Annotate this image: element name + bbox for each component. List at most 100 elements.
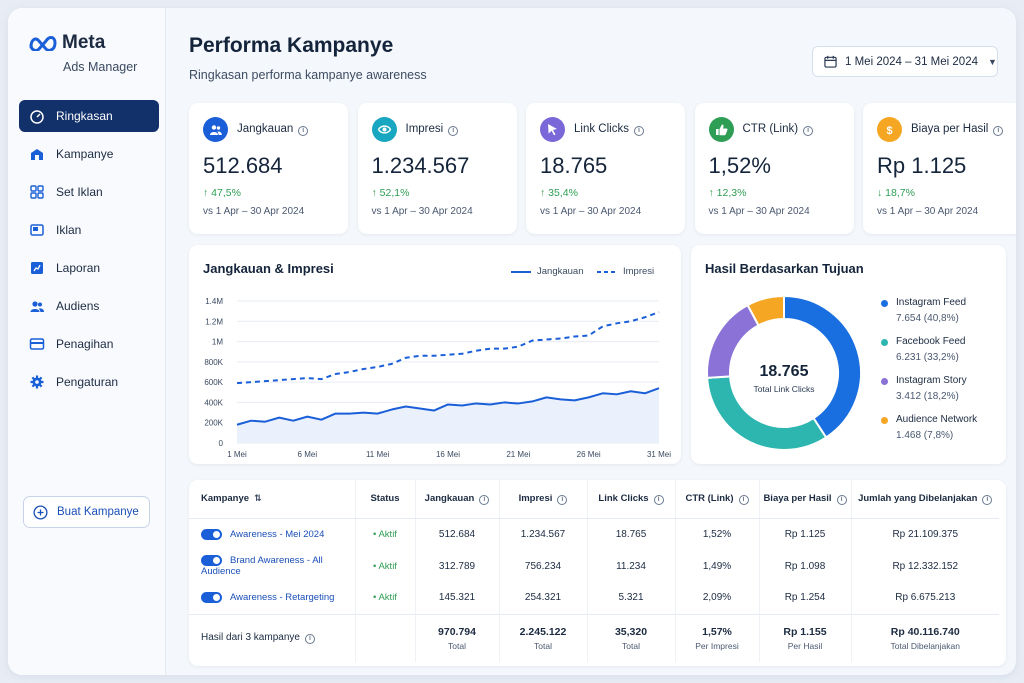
sidebar-item-audiens[interactable]: Audiens: [19, 290, 159, 322]
table-row[interactable]: Awareness - Retargeting • Aktif 145.321 254…: [189, 582, 999, 614]
info-icon[interactable]: i: [653, 494, 664, 505]
line-chart-card: Jangkauan & Impresi Jangkauan Impresi 0 2…: [189, 245, 681, 464]
sidebar-item-pengaturan[interactable]: Pengaturan: [19, 366, 159, 398]
cell-campaign: Awareness - Retargeting: [189, 582, 356, 614]
info-icon[interactable]: i: [982, 494, 993, 505]
header-clicks-label: Link Clicks: [598, 492, 649, 504]
kpi-icon-badge: [708, 117, 734, 142]
legend-value: 3.412 (18,2%): [896, 391, 959, 402]
date-range-picker[interactable]: 1 Mei 2024 – 31 Mei 2024 ▼: [812, 46, 998, 77]
header-impressions[interactable]: Impresi i: [499, 480, 588, 519]
sidebar-item-ringkasan[interactable]: Ringkasan: [19, 100, 159, 132]
total-sublabel: Total Dibelanjakan: [890, 640, 960, 651]
header-cpr[interactable]: Biaya per Hasil i: [759, 480, 852, 519]
campaign-table-card: Kampanye ⇅ Status Jangkauan i Impresi i Lin…: [189, 480, 1006, 666]
info-icon[interactable]: i: [298, 126, 309, 136]
total-value: 35,320: [614, 625, 648, 638]
sidebar-item-label: Pengaturan: [56, 375, 119, 389]
y-tick-label: 200K: [204, 419, 223, 428]
calendar-icon: [824, 55, 837, 68]
info-icon[interactable]: i: [479, 494, 490, 505]
info-icon[interactable]: i: [304, 634, 315, 645]
header-clicks[interactable]: Link Clicks i: [587, 480, 676, 519]
main-nav: Ringkasan Kampanye Set Iklan Iklan Laporan Au…: [19, 100, 159, 404]
y-tick-label: 800K: [204, 358, 223, 367]
app-window: Meta Ads Manager Ringkasan Kampanye Set Ik…: [8, 8, 1016, 675]
sidebar-item-label: Audiens: [56, 299, 100, 313]
sort-icon[interactable]: ⇅: [254, 493, 262, 504]
kpi-icon-badge: [203, 117, 228, 142]
donut-slice-audience-network[interactable]: [746, 294, 785, 327]
info-icon[interactable]: i: [448, 126, 459, 136]
info-icon[interactable]: i: [993, 126, 1004, 136]
legend-reach[interactable]: Jangkauan: [511, 266, 583, 277]
sidebar-item-label: Kampanye: [56, 147, 114, 161]
sidebar-item-kampanye[interactable]: Kampanye: [19, 138, 159, 170]
kpi-icon-badge: [371, 117, 397, 142]
campaign-toggle[interactable]: [201, 554, 222, 566]
kpi-card-link-clicks[interactable]: Link Clicks i 18.765 ↑ 35,4% vs 1 Apr – 30 A…: [526, 103, 685, 234]
kpi-card-ctr-link[interactable]: CTR (Link) i 1,52% ↑ 12,3% vs 1 Apr – 30 Apr…: [694, 103, 854, 234]
kpi-card-jangkauan[interactable]: Jangkauan i 512.684 ↑ 47,5% vs 1 Apr – 30 Ap…: [189, 103, 348, 234]
cell-cpr: Rp 1.098: [759, 550, 852, 582]
total-value: 970.794: [438, 625, 476, 638]
meta-infinity-icon: [29, 36, 57, 51]
table-row[interactable]: Awareness - Mei 2024 • Aktif 512.684 1.234.…: [189, 518, 999, 550]
sidebar-item-iklan[interactable]: Iklan: [19, 214, 159, 246]
kpi-card-biaya-per-hasil[interactable]: $ Biaya per Hasil i Rp 1.125 ↓ 18,7% vs 1 Apr…: [863, 103, 1016, 234]
series-line-impresi[interactable]: [236, 311, 660, 385]
kpi-label-text: Link Clicks: [574, 123, 629, 135]
cell-impressions: 756.234: [499, 550, 588, 582]
info-icon[interactable]: i: [803, 126, 814, 136]
header-reach[interactable]: Jangkauan i: [415, 480, 500, 519]
campaign-toggle[interactable]: [201, 528, 222, 540]
kpi-label: Biaya per Hasil i: [911, 123, 1004, 136]
kpi-comparison: vs 1 Apr – 30 Apr 2024: [371, 206, 473, 217]
header-spend[interactable]: Jumlah yang Dibelanjakan i: [851, 480, 999, 519]
legend-impressions-label: Impresi: [623, 266, 655, 277]
info-icon[interactable]: i: [836, 494, 847, 505]
info-icon[interactable]: i: [633, 126, 644, 136]
sidebar-item-set-iklan[interactable]: Set Iklan: [19, 176, 159, 208]
sidebar: Meta Ads Manager Ringkasan Kampanye Set Ik…: [8, 8, 166, 675]
legend-impressions[interactable]: Impresi: [597, 266, 654, 277]
header-campaign[interactable]: Kampanye ⇅: [189, 480, 356, 519]
kpi-comparison: vs 1 Apr – 30 Apr 2024: [708, 206, 810, 217]
kpi-label-text: Impresi: [405, 123, 444, 135]
campaign-toggle[interactable]: [201, 592, 222, 604]
info-icon[interactable]: i: [557, 494, 568, 505]
cell-impressions: 1.234.567: [499, 518, 588, 550]
sidebar-item-penagihan[interactable]: Penagihan: [19, 328, 159, 360]
campaign-link[interactable]: Brand Awareness - All Audience: [201, 554, 323, 577]
legend-name: Instagram Story: [896, 375, 967, 386]
header-campaign-label: Kampanye: [201, 493, 250, 505]
table-header-row: Kampanye ⇅ Status Jangkauan i Impresi i Lin…: [189, 480, 999, 519]
total-label: Hasil dari 3 kampanye: [201, 632, 300, 644]
status-badge: • Aktif: [355, 550, 416, 582]
header-ctr[interactable]: CTR (Link) i: [675, 480, 760, 519]
kpi-card-impresi[interactable]: Impresi i 1.234.567 ↑ 52,1% vs 1 Apr – 30 Ap…: [357, 103, 517, 234]
table-row[interactable]: Brand Awareness - All Audience • Aktif 312…: [189, 550, 999, 582]
thumbs-up-icon: [715, 124, 727, 136]
kpi-change: ↑ 35,4%: [540, 187, 578, 199]
legend-dot: [881, 417, 888, 424]
campaign-link[interactable]: Awareness - Retargeting: [230, 592, 335, 604]
ad-image-icon: [30, 224, 44, 236]
total-cpr: Rp 1.155 Per Hasil: [759, 613, 852, 662]
kpi-comparison: vs 1 Apr – 30 Apr 2024: [203, 206, 305, 217]
kpi-value: Rp 1.125: [877, 153, 967, 178]
info-icon[interactable]: i: [738, 494, 749, 505]
header-status[interactable]: Status: [355, 480, 416, 519]
legend-dot: [881, 378, 888, 385]
campaign-link[interactable]: Awareness - Mei 2024: [230, 528, 325, 540]
cell-reach: 312.789: [415, 550, 500, 582]
meta-logo[interactable]: Meta: [28, 32, 105, 54]
total-value: 2.245.122: [519, 625, 567, 638]
page-subtitle: Ringkasan performa kampanye awareness: [189, 68, 427, 82]
gauge-icon: [30, 110, 44, 124]
create-campaign-button[interactable]: Buat Kampanye: [23, 496, 150, 528]
series-line-jangkauan[interactable]: [236, 387, 660, 426]
sidebar-item-laporan[interactable]: Laporan: [19, 252, 159, 284]
legend-value: 6.231 (33,2%): [896, 352, 959, 363]
sidebar-item-label: Ringkasan: [56, 109, 113, 123]
